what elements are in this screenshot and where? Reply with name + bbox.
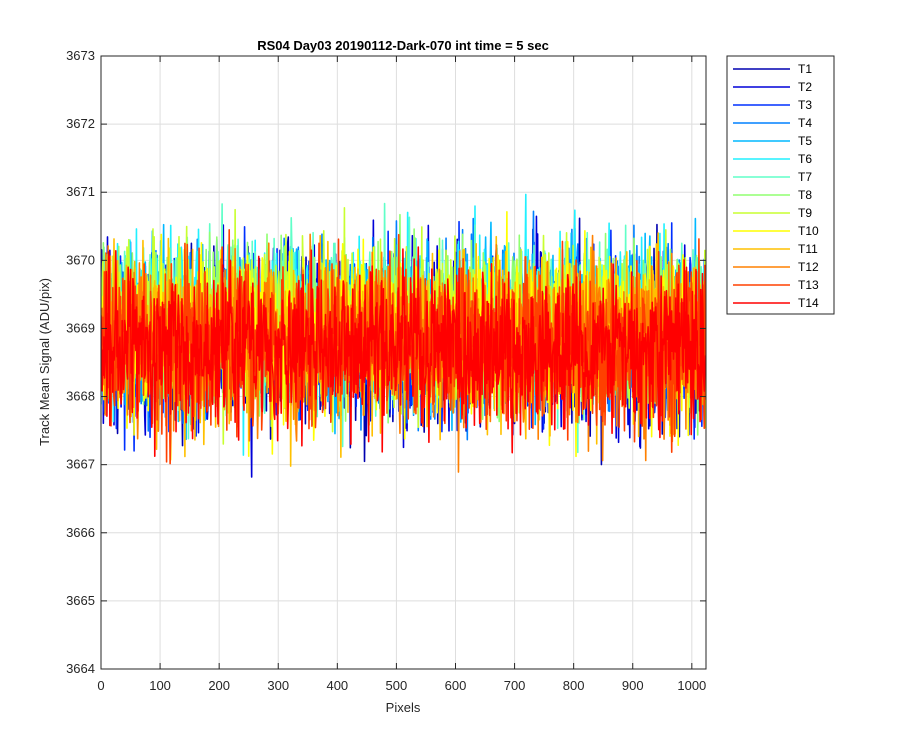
y-axis-label: Track Mean Signal (ADU/pix) xyxy=(37,278,52,446)
legend-box xyxy=(726,55,835,315)
y-tick-label: 3666 xyxy=(66,525,95,540)
y-tick-label: 3670 xyxy=(66,252,95,267)
y-tick-label: 3664 xyxy=(66,661,95,676)
y-tick-label: 3668 xyxy=(66,389,95,404)
legend-label-t12: T12 xyxy=(798,260,819,274)
y-tick-label: 3671 xyxy=(66,184,95,199)
legend-label-t13: T13 xyxy=(798,278,819,292)
legend-label-t3: T3 xyxy=(798,98,812,112)
legend-label-t4: T4 xyxy=(798,116,812,130)
legend-label-t7: T7 xyxy=(798,170,812,184)
legend-label-t2: T2 xyxy=(798,80,812,94)
x-tick-label: 500 xyxy=(386,678,408,693)
x-tick-label: 600 xyxy=(445,678,467,693)
legend-label-t6: T6 xyxy=(798,152,812,166)
series-line-t13 xyxy=(101,228,706,465)
legend-label-t11: T11 xyxy=(798,242,818,256)
x-tick-label: 900 xyxy=(622,678,644,693)
legend-label-t8: T8 xyxy=(798,188,812,202)
chart-title: RS04 Day03 20190112-Dark-070 int time = … xyxy=(257,38,549,53)
x-tick-label: 800 xyxy=(563,678,585,693)
y-tick-label: 3667 xyxy=(66,457,95,472)
legend-label-t10: T10 xyxy=(798,224,819,238)
x-tick-label: 400 xyxy=(326,678,348,693)
x-tick-label: 100 xyxy=(149,678,171,693)
legend-label-t14: T14 xyxy=(798,296,819,310)
axis-ticks: 0 100 200 300 400 500 600 700 800 900 1000 3664 3665… xyxy=(66,48,706,693)
y-tick-label: 3673 xyxy=(66,48,95,63)
legend: T1 T2 T3 T4 T5 T6 T7 T8 T9 T10 T11 T12 T13 T14 xyxy=(726,55,835,315)
y-tick-label: 3665 xyxy=(66,593,95,608)
plot-frame xyxy=(100,55,707,670)
legend-label-t9: T9 xyxy=(798,206,812,220)
x-axis-label: Pixels xyxy=(386,700,421,715)
x-tick-label: 200 xyxy=(208,678,230,693)
series-lines xyxy=(101,193,706,478)
y-tick-label: 3672 xyxy=(66,116,95,131)
x-tick-label: 300 xyxy=(267,678,289,693)
series-line-t14 xyxy=(101,246,706,457)
x-tick-label: 0 xyxy=(97,678,104,693)
legend-label-t5: T5 xyxy=(798,134,812,148)
y-tick-label: 3669 xyxy=(66,320,95,335)
x-tick-label: 1000 xyxy=(677,678,706,693)
legend-label-t1: T1 xyxy=(798,62,812,76)
x-tick-label: 700 xyxy=(504,678,526,693)
